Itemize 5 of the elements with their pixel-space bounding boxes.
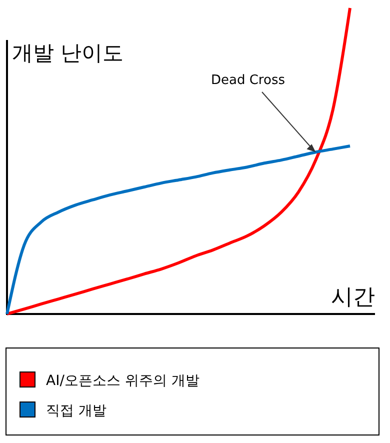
x-axis-title: 시간 — [331, 285, 375, 310]
legend-label: AI/오픈소스 위주의 개발 — [46, 373, 200, 389]
legend-label: 직접 개발 — [46, 403, 106, 419]
y-axis-title: 개발 난이도 — [12, 41, 124, 65]
annotation: Dead Cross — [211, 73, 286, 88]
